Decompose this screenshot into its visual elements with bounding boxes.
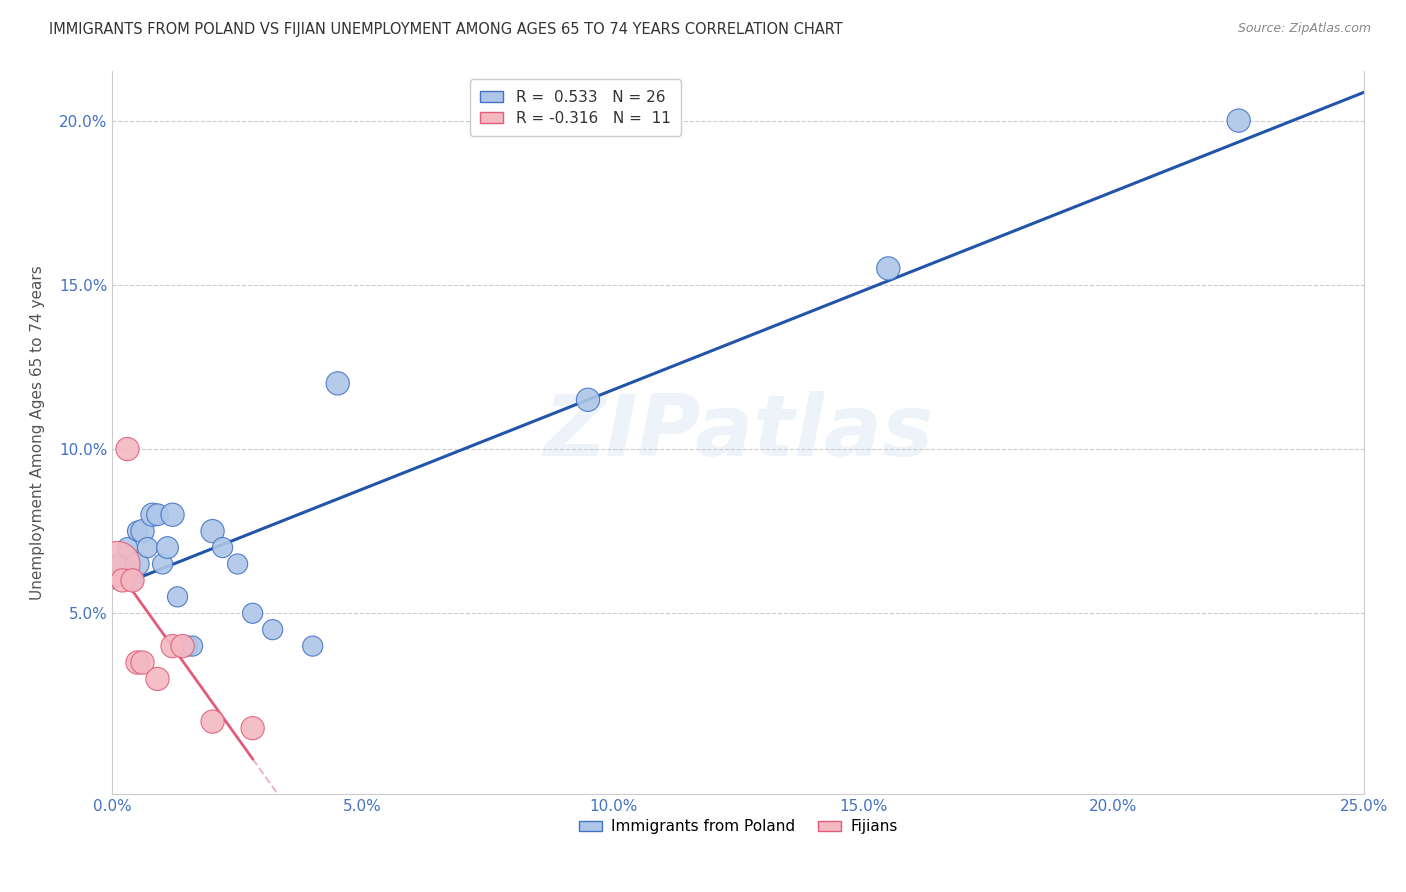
Point bbox=[201, 714, 224, 729]
Point bbox=[166, 590, 188, 604]
Point bbox=[131, 656, 153, 670]
Point bbox=[262, 623, 284, 637]
Point bbox=[131, 524, 153, 538]
Point bbox=[111, 574, 134, 588]
Text: ZIPatlas: ZIPatlas bbox=[543, 391, 934, 475]
Point bbox=[117, 442, 139, 456]
Point bbox=[146, 508, 169, 522]
Point bbox=[107, 557, 129, 571]
Y-axis label: Unemployment Among Ages 65 to 74 years: Unemployment Among Ages 65 to 74 years bbox=[31, 265, 45, 600]
Point bbox=[127, 524, 149, 538]
Point bbox=[181, 639, 204, 653]
Point bbox=[121, 574, 143, 588]
Point bbox=[111, 557, 134, 571]
Point bbox=[242, 721, 264, 735]
Point bbox=[141, 508, 163, 522]
Point bbox=[226, 557, 249, 571]
Text: Source: ZipAtlas.com: Source: ZipAtlas.com bbox=[1237, 22, 1371, 36]
Point bbox=[576, 392, 599, 407]
Text: IMMIGRANTS FROM POLAND VS FIJIAN UNEMPLOYMENT AMONG AGES 65 TO 74 YEARS CORRELAT: IMMIGRANTS FROM POLAND VS FIJIAN UNEMPLO… bbox=[49, 22, 844, 37]
Point bbox=[136, 541, 159, 555]
Point bbox=[121, 574, 143, 588]
Point bbox=[242, 607, 264, 621]
Point bbox=[127, 557, 149, 571]
Point bbox=[326, 376, 349, 391]
Point bbox=[156, 541, 179, 555]
Point bbox=[162, 508, 184, 522]
Point bbox=[176, 639, 198, 653]
Point bbox=[107, 557, 129, 571]
Point bbox=[301, 639, 323, 653]
Point bbox=[127, 656, 149, 670]
Point bbox=[152, 557, 174, 571]
Point bbox=[172, 639, 194, 653]
Point bbox=[146, 672, 169, 686]
Point bbox=[211, 541, 233, 555]
Point bbox=[1227, 113, 1250, 128]
Point bbox=[877, 261, 900, 276]
Legend: Immigrants from Poland, Fijians: Immigrants from Poland, Fijians bbox=[572, 814, 904, 840]
Point bbox=[117, 541, 139, 555]
Point bbox=[201, 524, 224, 538]
Point bbox=[162, 639, 184, 653]
